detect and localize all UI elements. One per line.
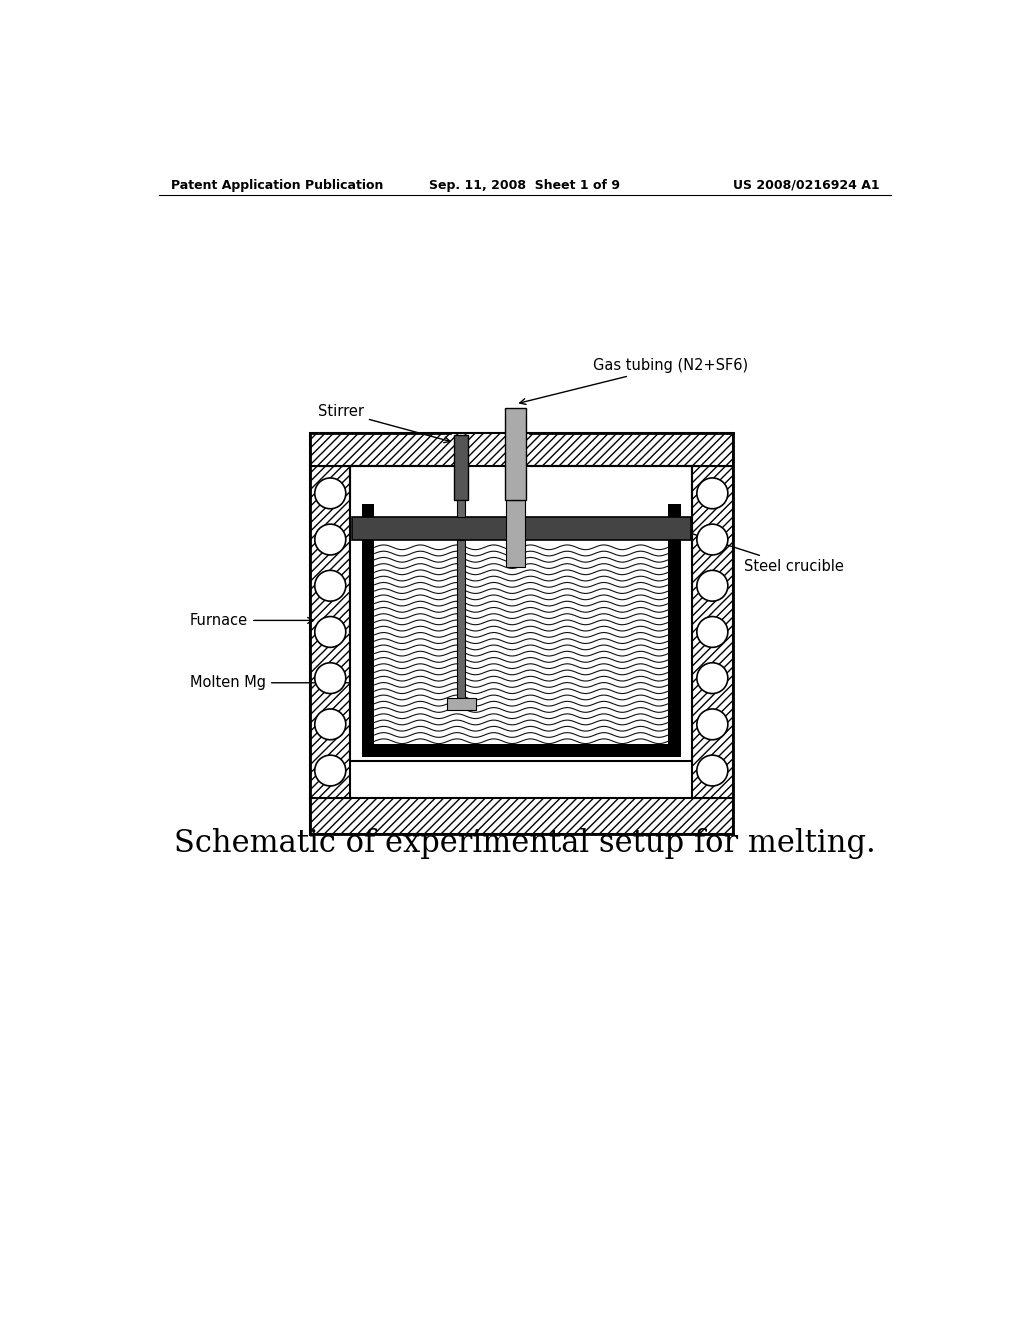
Bar xyxy=(310,797,732,834)
Circle shape xyxy=(697,524,728,554)
Circle shape xyxy=(697,709,728,739)
Bar xyxy=(458,540,465,698)
Bar xyxy=(350,500,362,760)
Bar xyxy=(455,434,468,500)
Bar xyxy=(681,500,692,760)
Bar xyxy=(669,504,681,756)
Text: Furnace: Furnace xyxy=(190,612,313,628)
Circle shape xyxy=(314,663,346,693)
Circle shape xyxy=(314,616,346,647)
Circle shape xyxy=(697,478,728,508)
Bar xyxy=(375,544,669,744)
Text: Sep. 11, 2008  Sheet 1 of 9: Sep. 11, 2008 Sheet 1 of 9 xyxy=(429,178,621,191)
Circle shape xyxy=(314,570,346,601)
Text: Gas tubing (N2+SF6): Gas tubing (N2+SF6) xyxy=(520,358,749,404)
Circle shape xyxy=(314,755,346,785)
Text: Stirrer: Stirrer xyxy=(317,404,451,442)
Bar xyxy=(352,517,690,540)
Bar xyxy=(446,698,476,710)
Circle shape xyxy=(697,755,728,785)
Bar xyxy=(506,500,524,568)
Circle shape xyxy=(314,524,346,554)
Circle shape xyxy=(697,663,728,693)
Bar xyxy=(362,744,681,756)
Text: Patent Application Publication: Patent Application Publication xyxy=(171,178,383,191)
Bar xyxy=(310,433,732,466)
Bar xyxy=(350,500,692,760)
Circle shape xyxy=(697,570,728,601)
Bar xyxy=(310,466,350,797)
Bar xyxy=(458,500,465,517)
Text: Steel crucible: Steel crucible xyxy=(681,529,844,574)
Text: Schematic of experimental setup for melting.: Schematic of experimental setup for melt… xyxy=(174,828,876,859)
Bar xyxy=(692,466,732,797)
Bar xyxy=(362,504,375,756)
Circle shape xyxy=(314,478,346,508)
Text: US 2008/0216924 A1: US 2008/0216924 A1 xyxy=(733,178,880,191)
Bar xyxy=(505,408,526,500)
Circle shape xyxy=(314,709,346,739)
Text: Molten Mg: Molten Mg xyxy=(190,676,361,690)
Circle shape xyxy=(697,616,728,647)
